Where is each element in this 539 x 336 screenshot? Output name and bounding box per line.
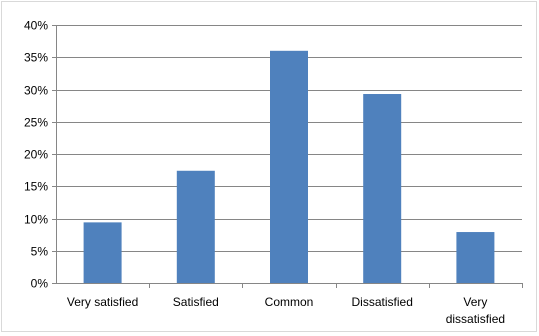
axes [52,25,523,288]
chart-frame: 0% 5% 10% 15% 20% 25% 30% 35% 40% Very satisfied… [1,1,537,332]
bar [363,94,402,283]
y-tick-labels: 0% 5% 10% 15% 20% 25% 30% 35% 40% [24,19,48,291]
x-tick-label: Common [265,295,314,309]
y-tick-label: 40% [24,19,48,33]
y-tick-label: 15% [24,180,48,194]
bar [456,232,495,283]
bar [176,170,215,283]
bar [270,50,308,283]
x-tick-labels: Very satisfied Satisfied Common Dissatisfie… [67,295,505,326]
x-tick-label: dissatisfied [446,312,505,326]
y-tick-label: 5% [31,245,49,259]
y-tick-label: 35% [24,51,48,65]
y-tick-label: 30% [24,84,48,98]
x-tick-label: Dissatisfied [352,295,413,309]
x-tick-label: Very [463,295,487,309]
x-tick-label: Very satisfied [67,295,138,309]
y-tick-label: 10% [24,213,48,227]
y-tick-label: 25% [24,116,48,130]
y-tick-label: 0% [31,277,49,291]
x-tick-label: Satisfied [173,295,219,309]
bars [83,50,495,283]
y-tick-label: 20% [24,148,48,162]
bar [83,222,122,283]
